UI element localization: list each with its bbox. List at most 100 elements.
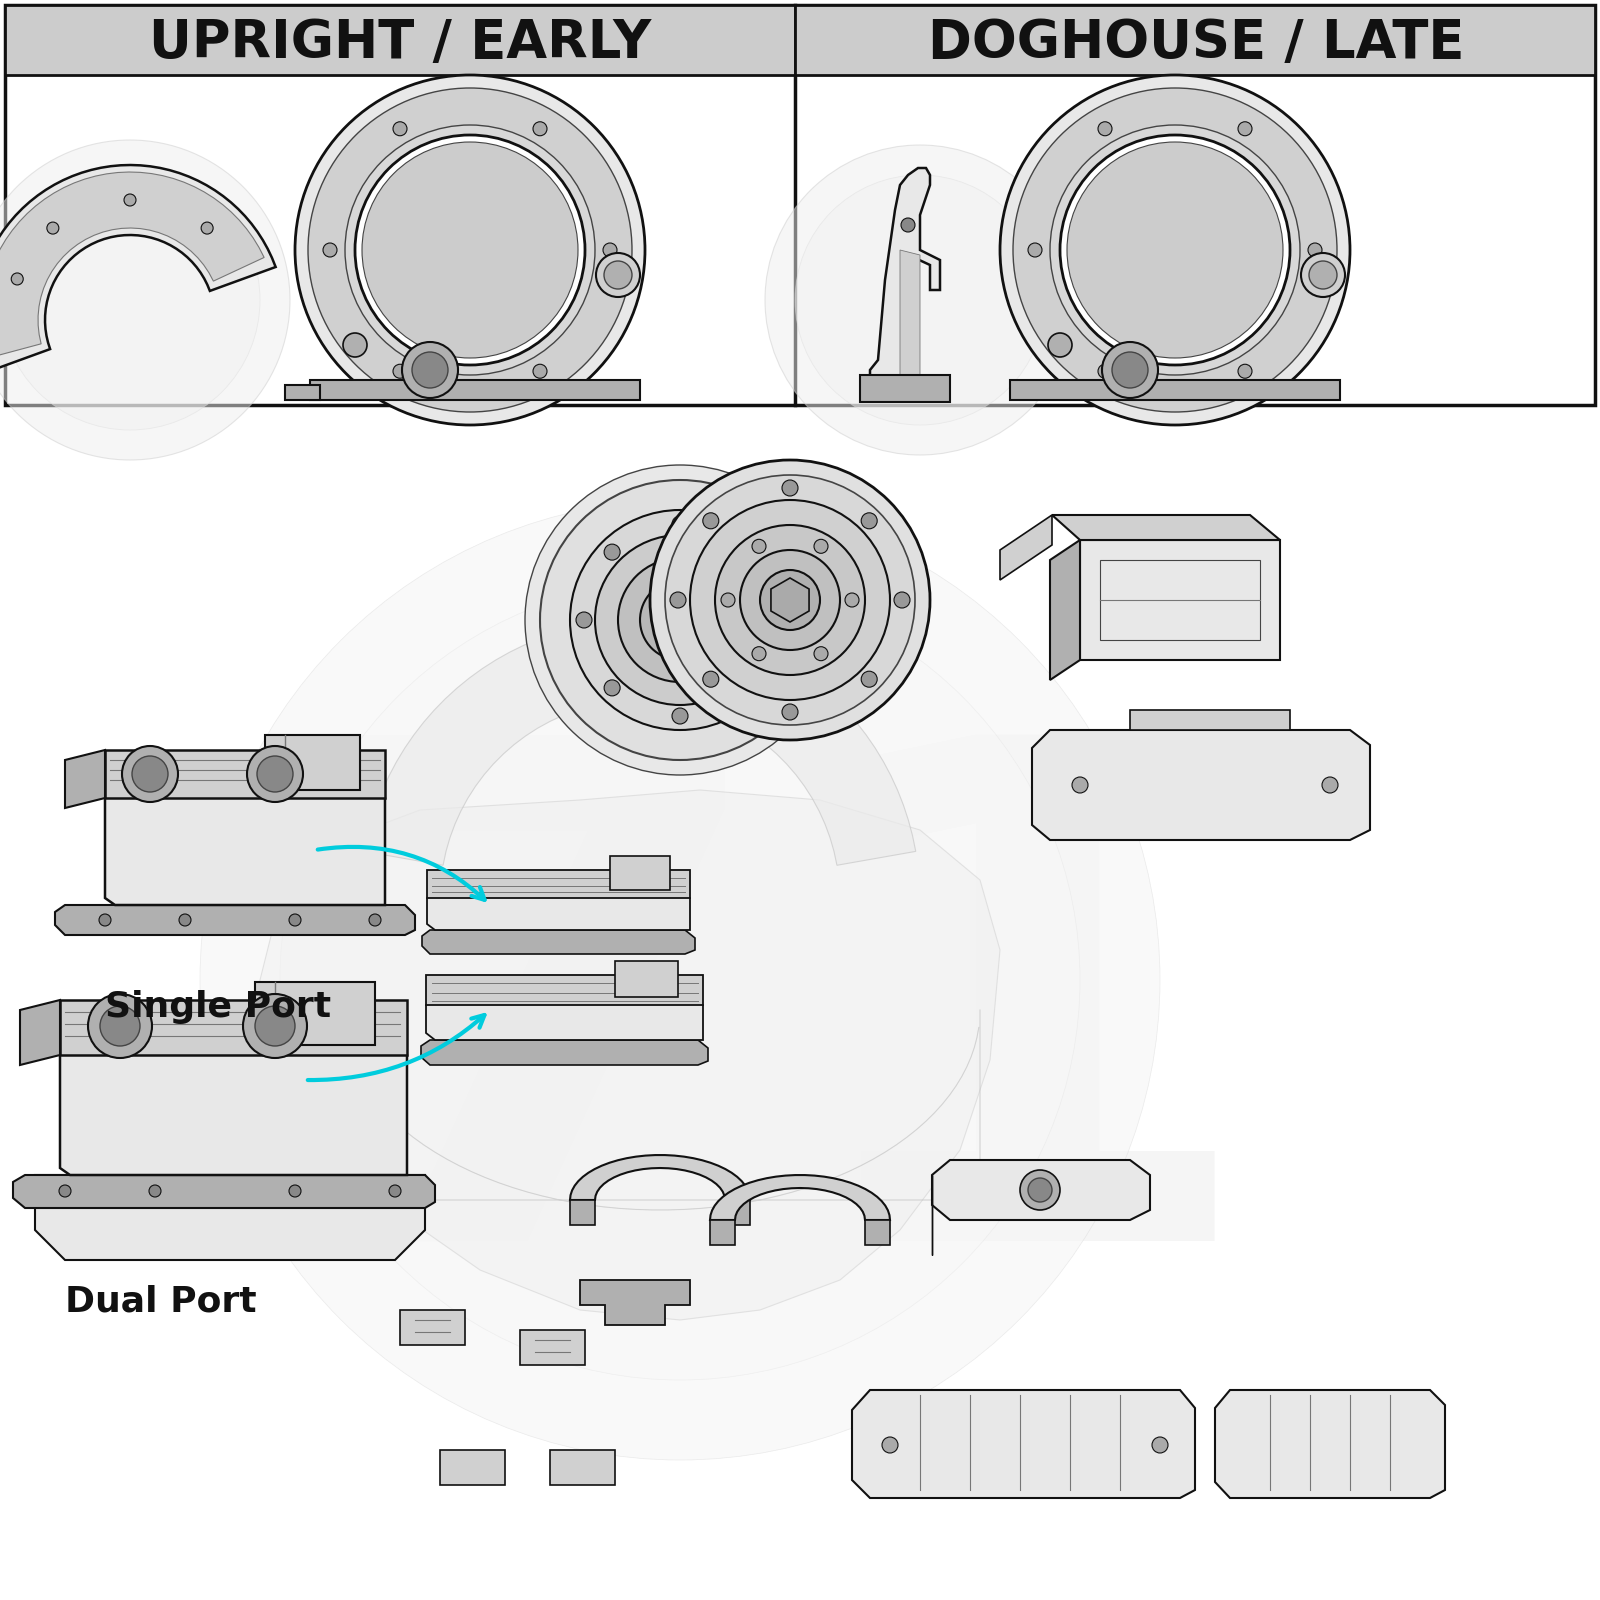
Circle shape: [541, 480, 819, 760]
Circle shape: [1027, 1178, 1053, 1202]
Polygon shape: [1010, 379, 1341, 400]
Polygon shape: [725, 1200, 750, 1226]
Circle shape: [202, 222, 213, 234]
Polygon shape: [570, 1155, 750, 1200]
Polygon shape: [266, 734, 360, 790]
Polygon shape: [550, 1450, 614, 1485]
Circle shape: [1072, 778, 1088, 794]
Circle shape: [290, 914, 301, 926]
Text: Single Port: Single Port: [106, 990, 331, 1024]
Circle shape: [123, 194, 136, 206]
Circle shape: [0, 141, 290, 461]
Polygon shape: [866, 1219, 890, 1245]
Circle shape: [570, 510, 790, 730]
Polygon shape: [61, 1045, 406, 1174]
Polygon shape: [870, 168, 941, 395]
Circle shape: [1152, 1437, 1168, 1453]
Circle shape: [1021, 1170, 1059, 1210]
Circle shape: [861, 514, 877, 530]
Circle shape: [1322, 778, 1338, 794]
Circle shape: [690, 499, 890, 701]
Circle shape: [765, 146, 1075, 454]
Circle shape: [1050, 125, 1299, 374]
Circle shape: [1238, 122, 1251, 136]
Circle shape: [814, 646, 829, 661]
Text: Dual Port: Dual Port: [66, 1285, 256, 1318]
Circle shape: [280, 579, 1080, 1379]
Bar: [5, 5, 1595, 405]
Circle shape: [739, 544, 755, 560]
Circle shape: [894, 592, 910, 608]
Polygon shape: [0, 173, 264, 358]
Circle shape: [294, 75, 645, 426]
Circle shape: [243, 994, 307, 1058]
Polygon shape: [66, 750, 106, 808]
Polygon shape: [106, 750, 386, 798]
Circle shape: [1098, 122, 1112, 136]
Polygon shape: [1080, 541, 1280, 659]
Circle shape: [394, 122, 406, 136]
Circle shape: [702, 514, 718, 530]
Circle shape: [533, 365, 547, 378]
Circle shape: [99, 914, 110, 926]
Polygon shape: [421, 1040, 707, 1066]
Circle shape: [814, 539, 829, 554]
Polygon shape: [106, 790, 386, 906]
Polygon shape: [254, 982, 374, 1045]
Circle shape: [1059, 134, 1290, 365]
Circle shape: [99, 1006, 141, 1046]
Circle shape: [1000, 75, 1350, 426]
Circle shape: [595, 253, 640, 298]
Polygon shape: [610, 856, 670, 890]
Circle shape: [768, 611, 784, 627]
Circle shape: [533, 122, 547, 136]
Polygon shape: [710, 1219, 734, 1245]
Circle shape: [122, 746, 178, 802]
Polygon shape: [426, 997, 702, 1040]
Circle shape: [1027, 243, 1042, 258]
Circle shape: [605, 680, 621, 696]
Circle shape: [200, 499, 1160, 1459]
Circle shape: [576, 611, 592, 627]
Circle shape: [1098, 365, 1112, 378]
Polygon shape: [520, 1330, 586, 1365]
Polygon shape: [1000, 515, 1053, 579]
Circle shape: [11, 274, 24, 285]
Polygon shape: [365, 621, 915, 866]
Circle shape: [413, 352, 448, 387]
Circle shape: [1301, 253, 1346, 298]
Polygon shape: [851, 1390, 1195, 1498]
Polygon shape: [570, 1200, 595, 1226]
Circle shape: [752, 539, 766, 554]
Circle shape: [702, 670, 718, 686]
Polygon shape: [1101, 560, 1261, 640]
Circle shape: [307, 88, 632, 411]
Circle shape: [0, 170, 259, 430]
Polygon shape: [899, 250, 920, 395]
Polygon shape: [259, 790, 1000, 1320]
Text: 71: 71: [296, 714, 1264, 1386]
Circle shape: [362, 142, 578, 358]
Circle shape: [389, 1186, 402, 1197]
Circle shape: [131, 757, 168, 792]
Circle shape: [650, 461, 930, 739]
Polygon shape: [400, 1310, 466, 1346]
Circle shape: [1309, 243, 1322, 258]
Polygon shape: [19, 1000, 61, 1066]
Circle shape: [672, 707, 688, 723]
Circle shape: [46, 222, 59, 234]
Polygon shape: [440, 1450, 506, 1485]
Polygon shape: [614, 962, 678, 997]
Circle shape: [179, 914, 190, 926]
Circle shape: [1067, 142, 1283, 358]
Polygon shape: [861, 374, 950, 402]
Circle shape: [246, 746, 302, 802]
Circle shape: [342, 333, 366, 357]
Circle shape: [254, 1006, 294, 1046]
Polygon shape: [54, 906, 414, 934]
Circle shape: [605, 261, 632, 290]
Circle shape: [640, 579, 720, 659]
Circle shape: [752, 646, 766, 661]
Circle shape: [722, 594, 734, 606]
Circle shape: [715, 525, 866, 675]
